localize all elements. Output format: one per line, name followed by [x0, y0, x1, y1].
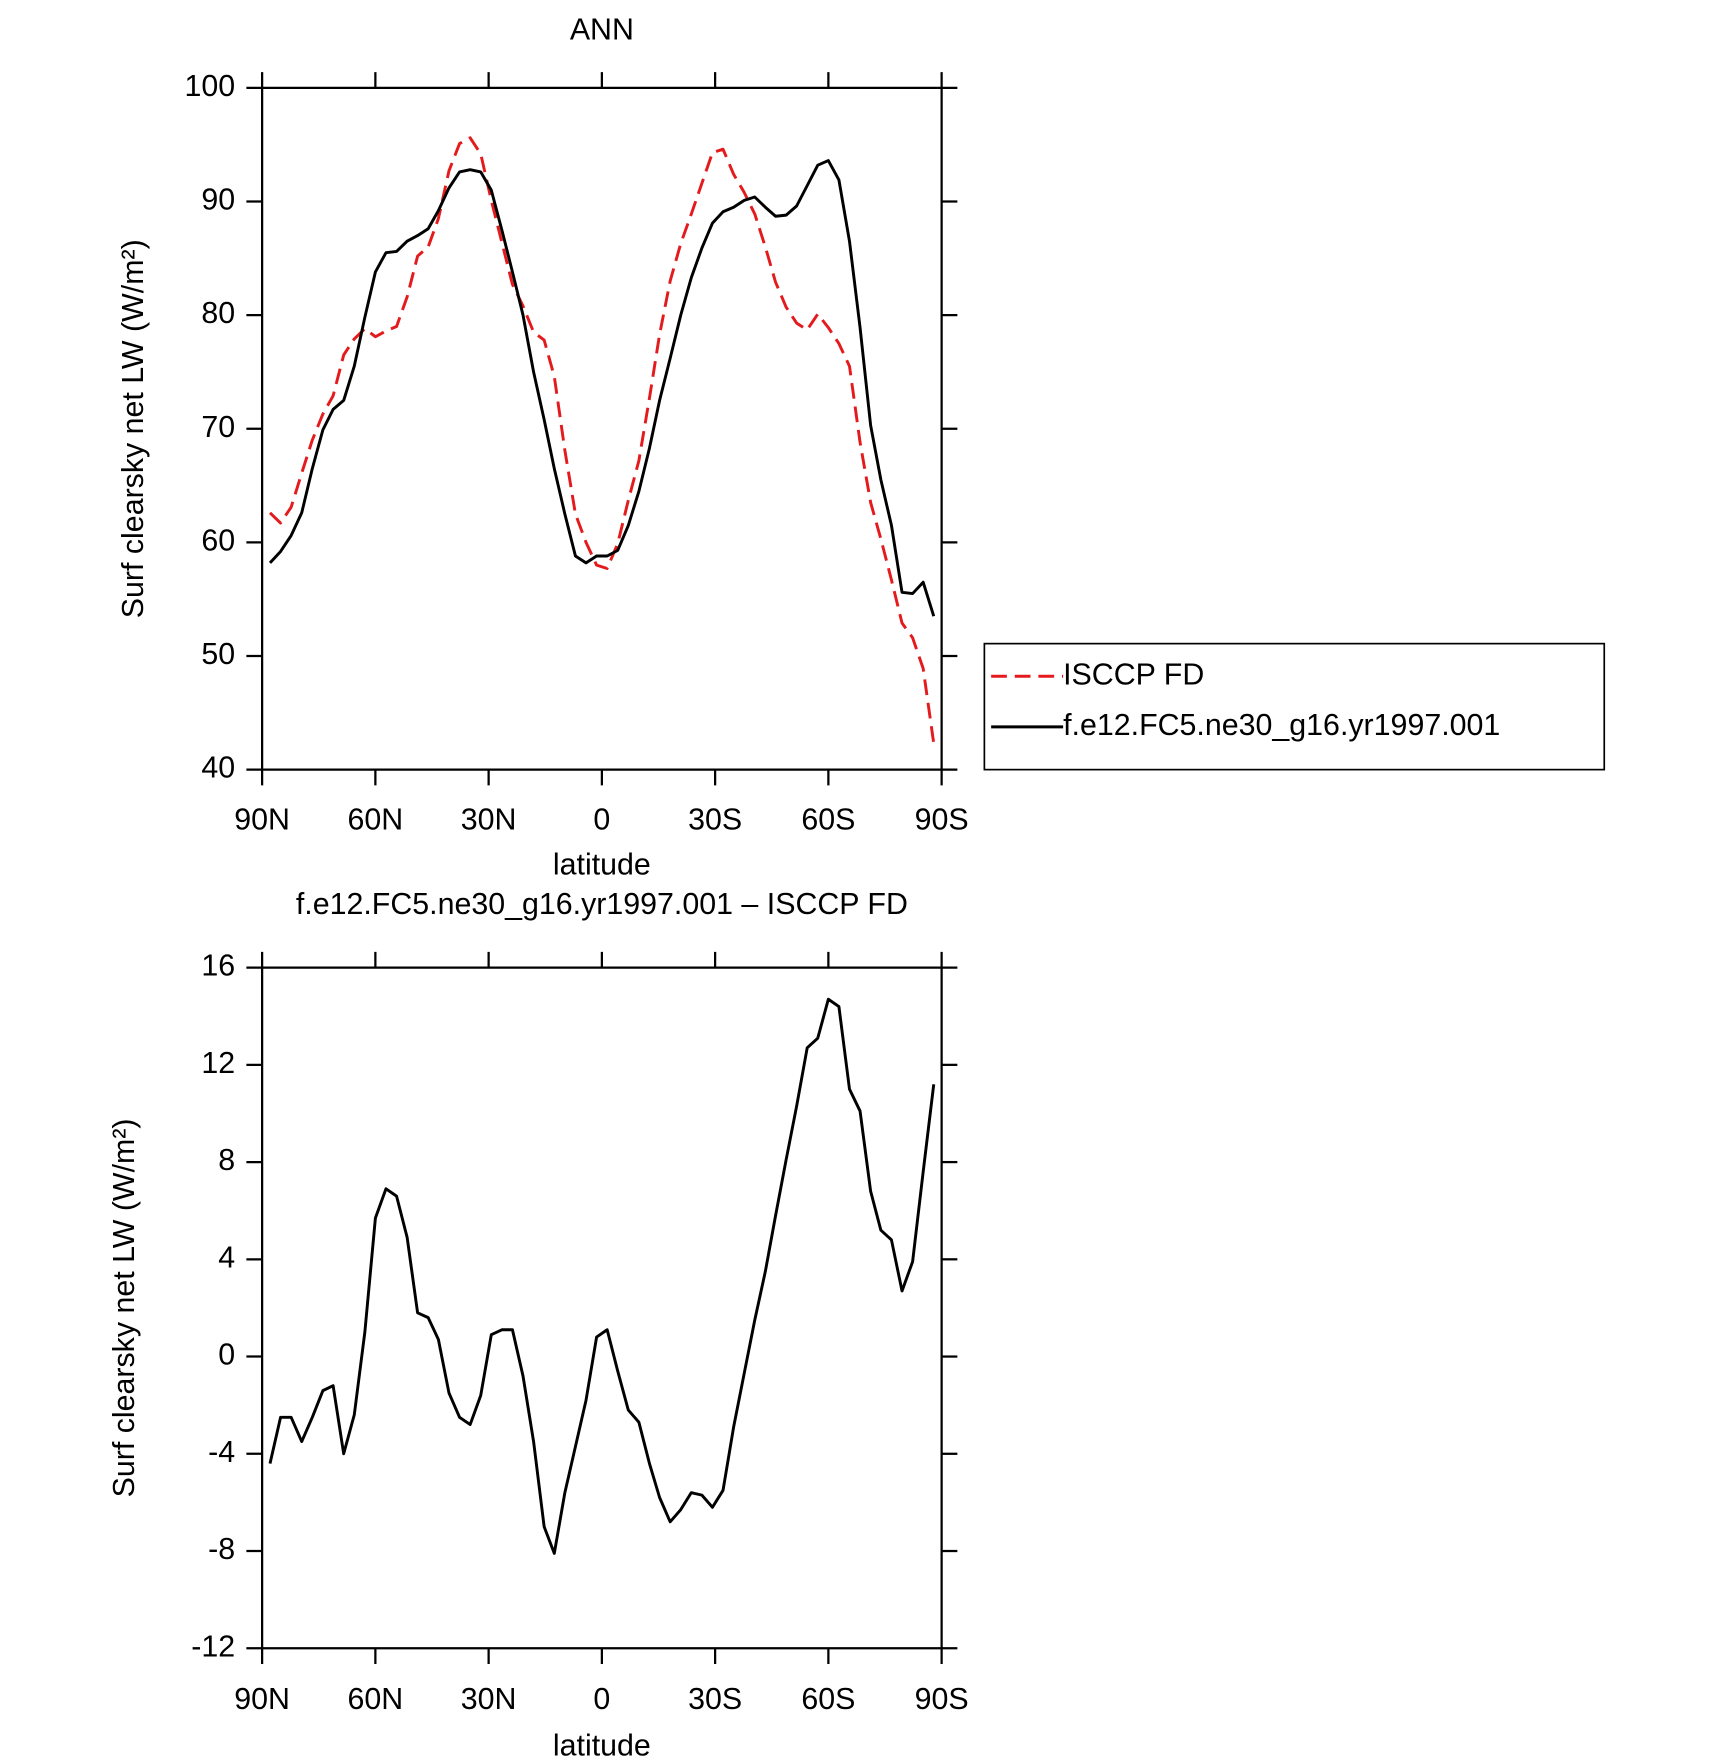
y-tick-label: 12: [201, 1047, 235, 1080]
y-tick-label: 8: [218, 1144, 235, 1177]
y-tick-label: 90: [201, 184, 235, 217]
y-tick-label: -4: [208, 1436, 235, 1469]
x-tick-label: 60N: [348, 1683, 404, 1716]
series-line: [268, 159, 936, 617]
y-tick-label: 40: [201, 752, 235, 785]
y-axis-label: Surf clearsky net LW (W/m²): [108, 1118, 141, 1497]
y-tick-label: 70: [201, 411, 235, 444]
x-tick-label: 30N: [461, 803, 517, 836]
x-tick-label: 90S: [915, 1683, 969, 1716]
x-tick-label: 30S: [688, 1683, 742, 1716]
legend-label: ISCCP FD: [1063, 658, 1204, 691]
x-tick-label: 30N: [461, 1683, 517, 1716]
x-tick-label: 0: [593, 803, 610, 836]
series-line: [268, 997, 936, 1555]
x-tick-label: 0: [593, 1683, 610, 1716]
y-tick-label: 100: [184, 70, 235, 103]
x-tick-label: 90N: [234, 803, 290, 836]
x-tick-label: 60S: [801, 803, 855, 836]
y-tick-label: 4: [218, 1241, 235, 1274]
y-tick-label: 0: [218, 1339, 235, 1372]
x-axis-label: latitude: [553, 1729, 651, 1762]
y-tick-label: 16: [201, 950, 235, 983]
x-tick-label: 90N: [234, 1683, 290, 1716]
y-tick-label: 80: [201, 297, 235, 330]
legend-box: [983, 642, 1606, 771]
legend-label: f.e12.FC5.ne30_g16.yr1997.001: [1063, 709, 1500, 742]
x-axis-label: latitude: [553, 848, 651, 881]
y-tick-label: -12: [191, 1630, 235, 1663]
y-axis-label: Surf clearsky net LW (W/m²): [117, 239, 150, 618]
y-tick-label: 50: [201, 638, 235, 671]
chart-title: f.e12.FC5.ne30_g16.yr1997.001 – ISCCP FD: [296, 888, 908, 921]
y-tick-label: -8: [208, 1533, 235, 1566]
x-tick-label: 60N: [348, 803, 404, 836]
series-line: [268, 136, 936, 744]
y-tick-label: 60: [201, 524, 235, 557]
plot-frame: [261, 966, 943, 1650]
x-tick-label: 90S: [915, 803, 969, 836]
x-tick-label: 60S: [801, 1683, 855, 1716]
chart-title: ANN: [570, 14, 634, 47]
x-tick-label: 30S: [688, 803, 742, 836]
